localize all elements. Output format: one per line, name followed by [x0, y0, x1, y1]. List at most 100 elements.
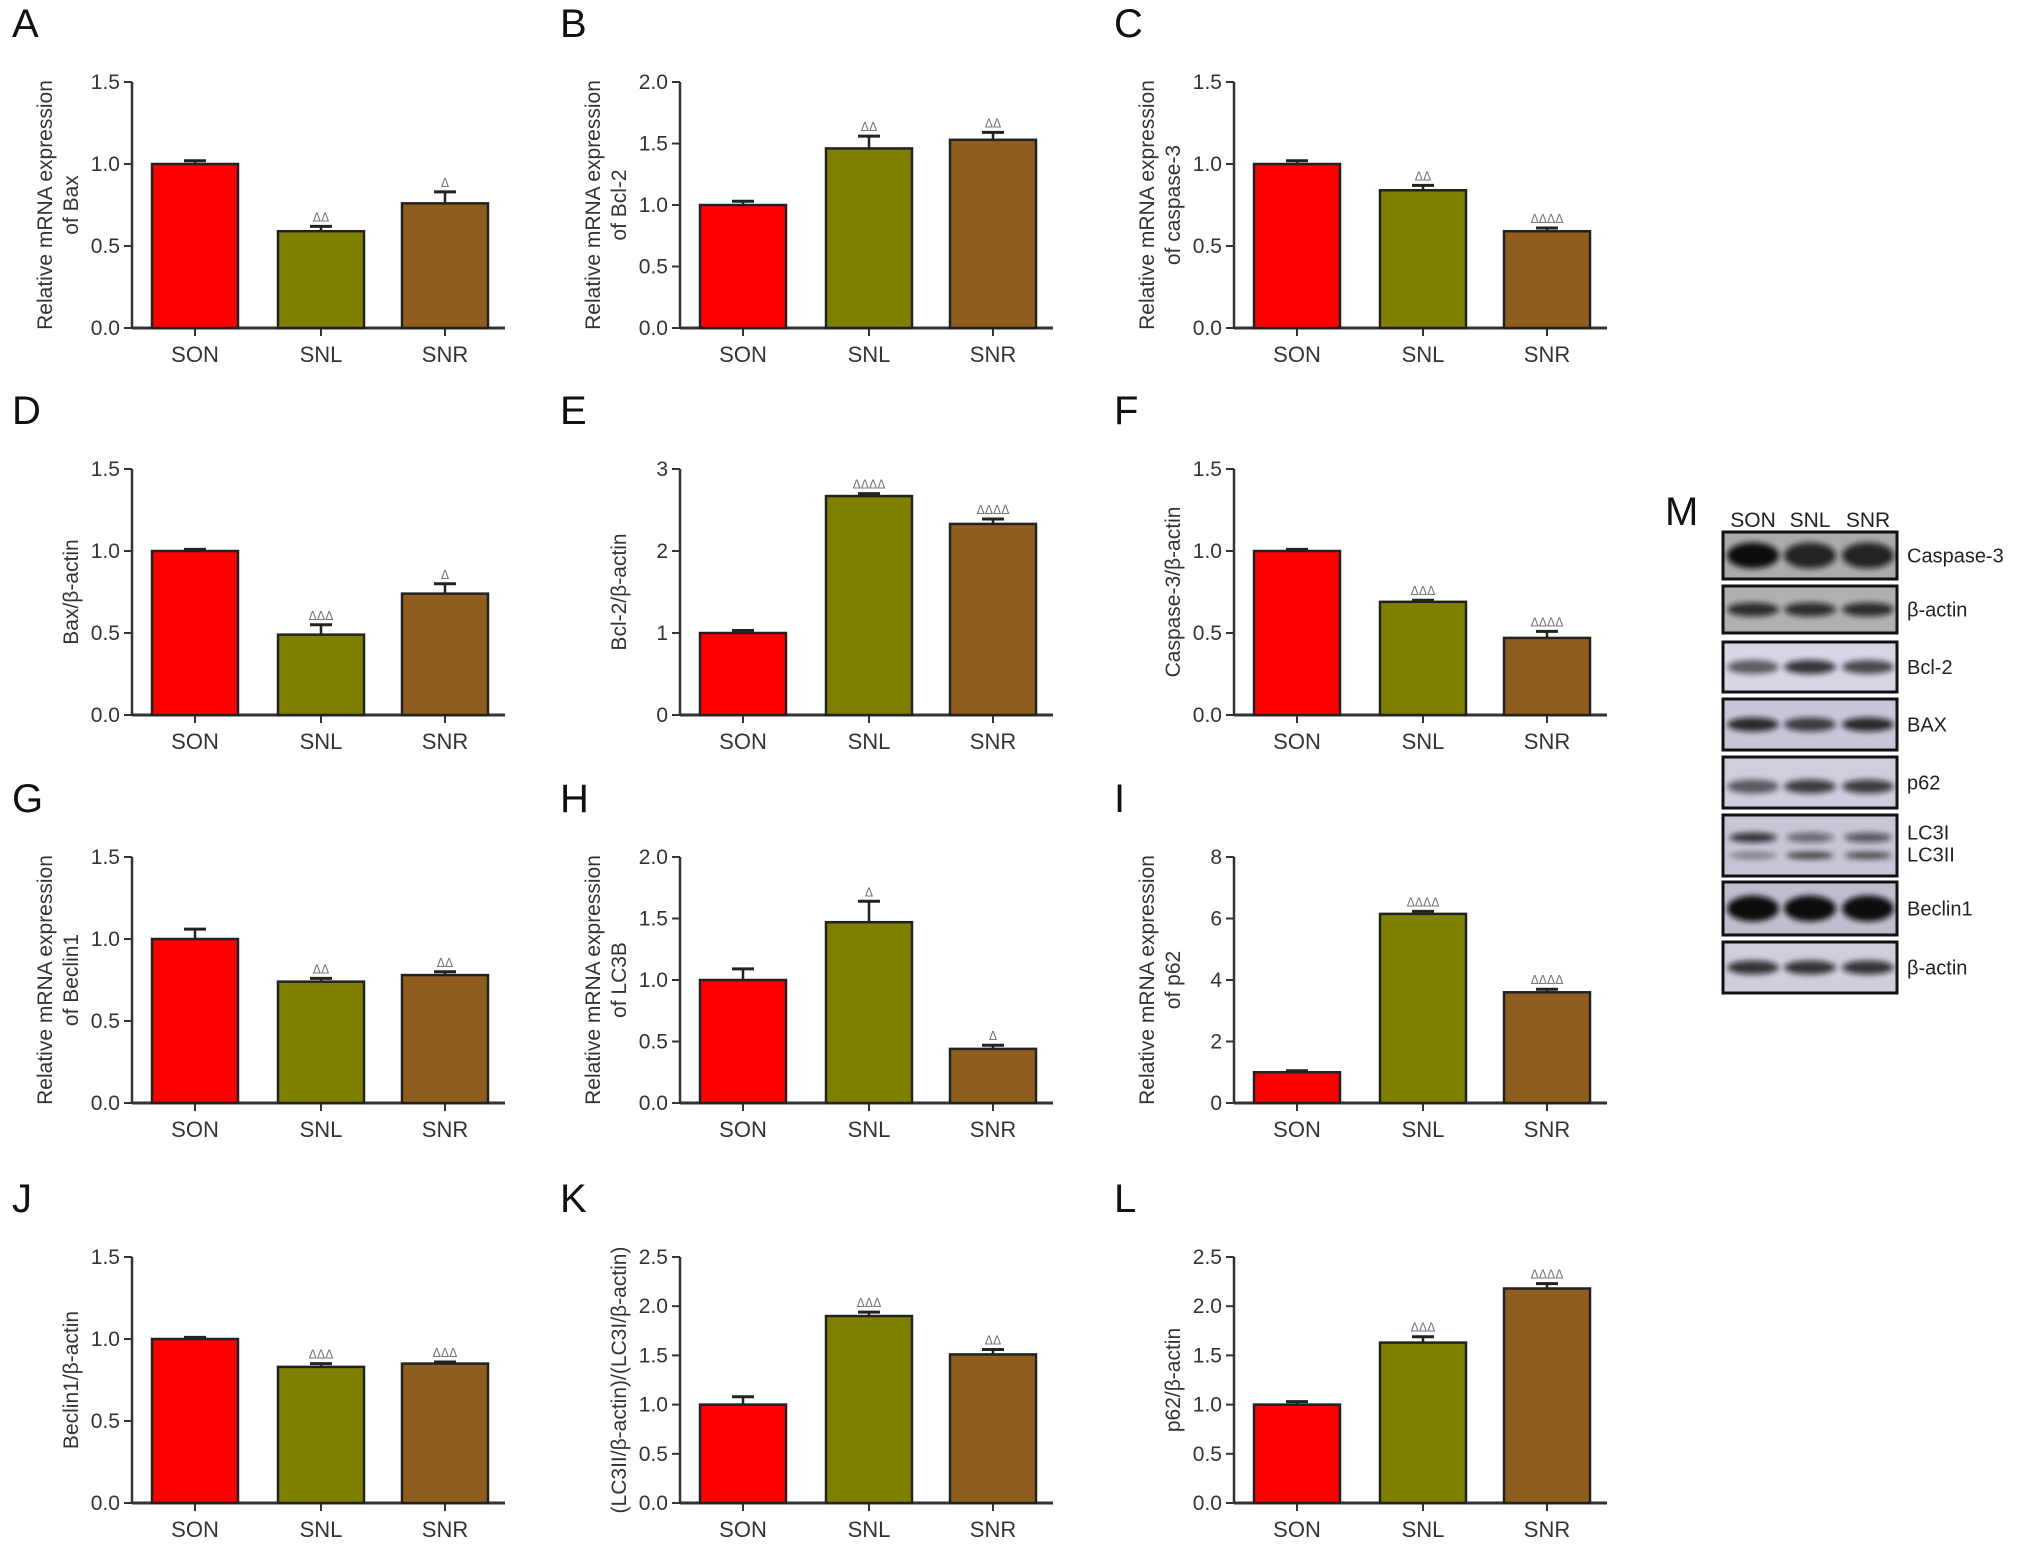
- bar-snl: [276, 980, 366, 1105]
- panel-label: K: [560, 1177, 587, 1221]
- bar-chart: 0.0 0.5 1.0 1.5 Relative mRNA expression of B…: [34, 71, 505, 367]
- y-tick-label: 1.5: [639, 133, 668, 156]
- lane-label: SON: [1730, 509, 1776, 532]
- y-axis-label: Relative mRNA expression of Bax: [34, 80, 83, 330]
- y-tick-label: 1.5: [1193, 1344, 1222, 1367]
- y-axis-label: Relative mRNA expression of LC3B: [582, 855, 631, 1105]
- bar-chart: 0.0 0.5 1.0 1.5 Beclin1/β-actin SON SNL ΔΔΔ SNR Δ…: [60, 1246, 505, 1542]
- y-tick-label: 1.0: [1193, 153, 1222, 176]
- x-tick-label: SNL: [848, 1117, 891, 1142]
- blot-label: Caspase-3: [1907, 546, 2004, 568]
- y-axis-label-line: Bax/β-actin: [60, 539, 83, 644]
- x-tick-label: SNL: [1402, 729, 1445, 754]
- y-axis-label-line: (LC3II/β-actin)/(LC3I/β-actin): [608, 1247, 631, 1514]
- protein-band: [1727, 779, 1779, 794]
- y-tick-label: 1.0: [91, 1328, 120, 1351]
- blot-row: β-actin: [1721, 584, 1967, 635]
- y-tick-label: 0.0: [1193, 317, 1222, 340]
- bar-snr: [948, 522, 1038, 717]
- y-tick-label: 2: [1210, 1031, 1222, 1054]
- x-tick-label: SNR: [422, 729, 468, 754]
- protein-band: [1786, 832, 1834, 843]
- bar-snr: [1502, 636, 1592, 717]
- significance-marker: ΔΔ: [1415, 169, 1432, 183]
- panel-label: B: [560, 2, 587, 46]
- bar-snl: [824, 494, 914, 717]
- y-axis-label-line: of p62: [1162, 951, 1185, 1009]
- protein-band: [1842, 895, 1894, 922]
- panel-label: J: [12, 1177, 32, 1221]
- y-tick-label: 0.5: [91, 235, 120, 258]
- bar-chart: 0.0 0.5 1.0 1.5 2.0 Relative mRNA expression o…: [582, 71, 1053, 367]
- x-tick-label: SNR: [970, 1117, 1016, 1142]
- bar-snr: [1502, 991, 1592, 1105]
- y-axis-label: Relative mRNA expression of Bcl-2: [582, 80, 631, 330]
- y-axis-label-line: Caspase-3/β-actin: [1162, 507, 1185, 678]
- panel-label: I: [1114, 777, 1126, 821]
- panel-label: E: [560, 389, 587, 433]
- significance-marker: ΔΔΔΔ: [1531, 615, 1565, 629]
- significance-marker: Δ: [989, 1029, 998, 1043]
- protein-band: [1727, 717, 1779, 732]
- bar-snl: [1378, 600, 1468, 717]
- y-tick-label: 1: [656, 622, 668, 645]
- blot-label: BAX: [1907, 715, 1947, 737]
- y-axis-label: Beclin1/β-actin: [60, 1311, 83, 1449]
- panel-k: K 0.0 0.5 1.0 1.5 2.0 2.5 (LC3II/β-actin)/(LC3I…: [548, 1175, 1093, 1546]
- x-tick-label: SNL: [300, 729, 343, 754]
- protein-band: [1727, 895, 1779, 922]
- x-tick-label: SNR: [970, 1517, 1016, 1542]
- bar-son: [150, 937, 240, 1105]
- x-tick-label: SON: [719, 1517, 767, 1542]
- y-tick-label: 0.0: [91, 1092, 120, 1115]
- protein-band: [1784, 602, 1836, 617]
- x-tick-label: SNL: [300, 342, 343, 367]
- bar-chart: 0.0 0.5 1.0 1.5 2.0 Relative mRNA expression o…: [582, 846, 1053, 1142]
- bar-snr: [400, 202, 490, 330]
- y-tick-label: 4: [1210, 969, 1222, 992]
- y-tick-label: 1.0: [1193, 540, 1222, 563]
- y-axis-label-line: Relative mRNA expression: [1136, 855, 1159, 1105]
- y-tick-label: 1.0: [639, 1394, 668, 1417]
- y-tick-label: 1.5: [1193, 458, 1222, 481]
- protein-band: [1844, 851, 1892, 860]
- protein-band: [1727, 660, 1779, 674]
- protein-band: [1784, 895, 1836, 922]
- protein-band: [1729, 832, 1777, 843]
- y-tick-label: 0.0: [639, 317, 668, 340]
- x-tick-label: SNR: [1524, 1517, 1570, 1542]
- y-tick-label: 0.5: [91, 622, 120, 645]
- panel-a: A 0.0 0.5 1.0 1.5 Relative mRNA expression of …: [0, 0, 545, 390]
- y-axis-label-line: Bcl-2/β-actin: [608, 533, 631, 650]
- y-axis-label: Relative mRNA expression of Beclin1: [34, 855, 83, 1105]
- x-tick-label: SNR: [1524, 1117, 1570, 1142]
- bar-snl: [1378, 912, 1468, 1105]
- x-tick-label: SON: [719, 729, 767, 754]
- x-tick-label: SNL: [848, 1517, 891, 1542]
- y-tick-label: 1.5: [639, 1344, 668, 1367]
- bar-snr: [948, 1047, 1038, 1105]
- significance-marker: ΔΔΔ: [309, 609, 334, 623]
- significance-marker: ΔΔΔ: [309, 1348, 334, 1362]
- x-tick-label: SNR: [422, 342, 468, 367]
- significance-marker: ΔΔΔΔ: [853, 478, 887, 492]
- significance-marker: Δ: [441, 176, 450, 190]
- x-tick-label: SNL: [848, 342, 891, 367]
- y-tick-label: 0.5: [91, 1010, 120, 1033]
- protein-band: [1784, 960, 1836, 975]
- bar-snl: [824, 147, 914, 330]
- x-tick-label: SNL: [1402, 342, 1445, 367]
- y-axis-label: p62/β-actin: [1162, 1328, 1185, 1432]
- bar-son: [698, 203, 788, 330]
- x-tick-label: SNR: [1524, 342, 1570, 367]
- western-blot-panel: M SON SNL SNR Caspase-3 β-actin Bcl-2 BAX p62 LC3…: [1650, 480, 2032, 1120]
- panel-label: M: [1665, 490, 1698, 534]
- y-tick-label: 2.0: [639, 846, 668, 869]
- x-tick-label: SON: [1273, 1117, 1321, 1142]
- significance-marker: ΔΔΔΔ: [977, 503, 1011, 517]
- panel-l: L 0.0 0.5 1.0 1.5 2.0 2.5 p62/β-actin SON SNL ΔΔΔ S…: [1102, 1175, 1647, 1546]
- bar-snr: [1502, 1287, 1592, 1505]
- y-tick-label: 1.5: [639, 908, 668, 931]
- y-tick-label: 2.5: [1193, 1246, 1222, 1269]
- y-tick-label: 2.0: [1193, 1295, 1222, 1318]
